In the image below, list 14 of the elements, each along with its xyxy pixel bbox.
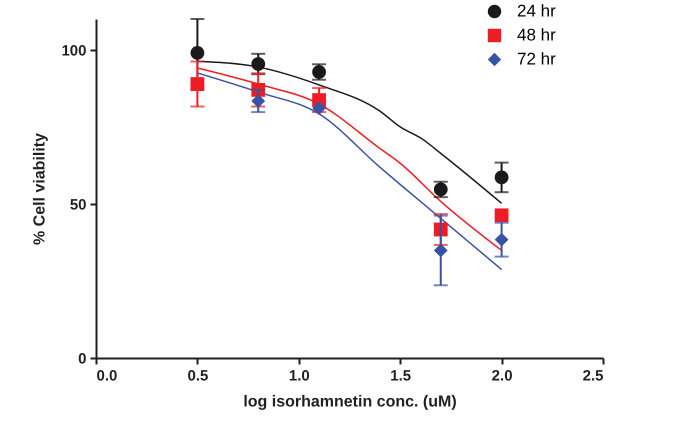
x-tick-label: 1.5: [390, 368, 412, 384]
y-axis-title: % Cell viability: [31, 132, 48, 246]
y-tick-label: 0: [78, 350, 86, 368]
x-tick-label: 0.0: [96, 368, 118, 384]
y-tick-label: 50: [70, 196, 86, 214]
x-tick-label: 2.0: [492, 368, 513, 384]
legend-label: 48 hr: [517, 26, 556, 44]
x-tick-label: 1.0: [288, 368, 310, 384]
x-tick-label: 0.5: [187, 368, 208, 384]
x-axis-title: log isorhamnetin conc. (uM): [243, 394, 457, 410]
y-tick-label: 100: [61, 42, 86, 60]
x-tick-label: 2.5: [582, 368, 604, 384]
legend-label: 24 hr: [517, 2, 556, 20]
legend-label: 72 hr: [517, 50, 556, 68]
